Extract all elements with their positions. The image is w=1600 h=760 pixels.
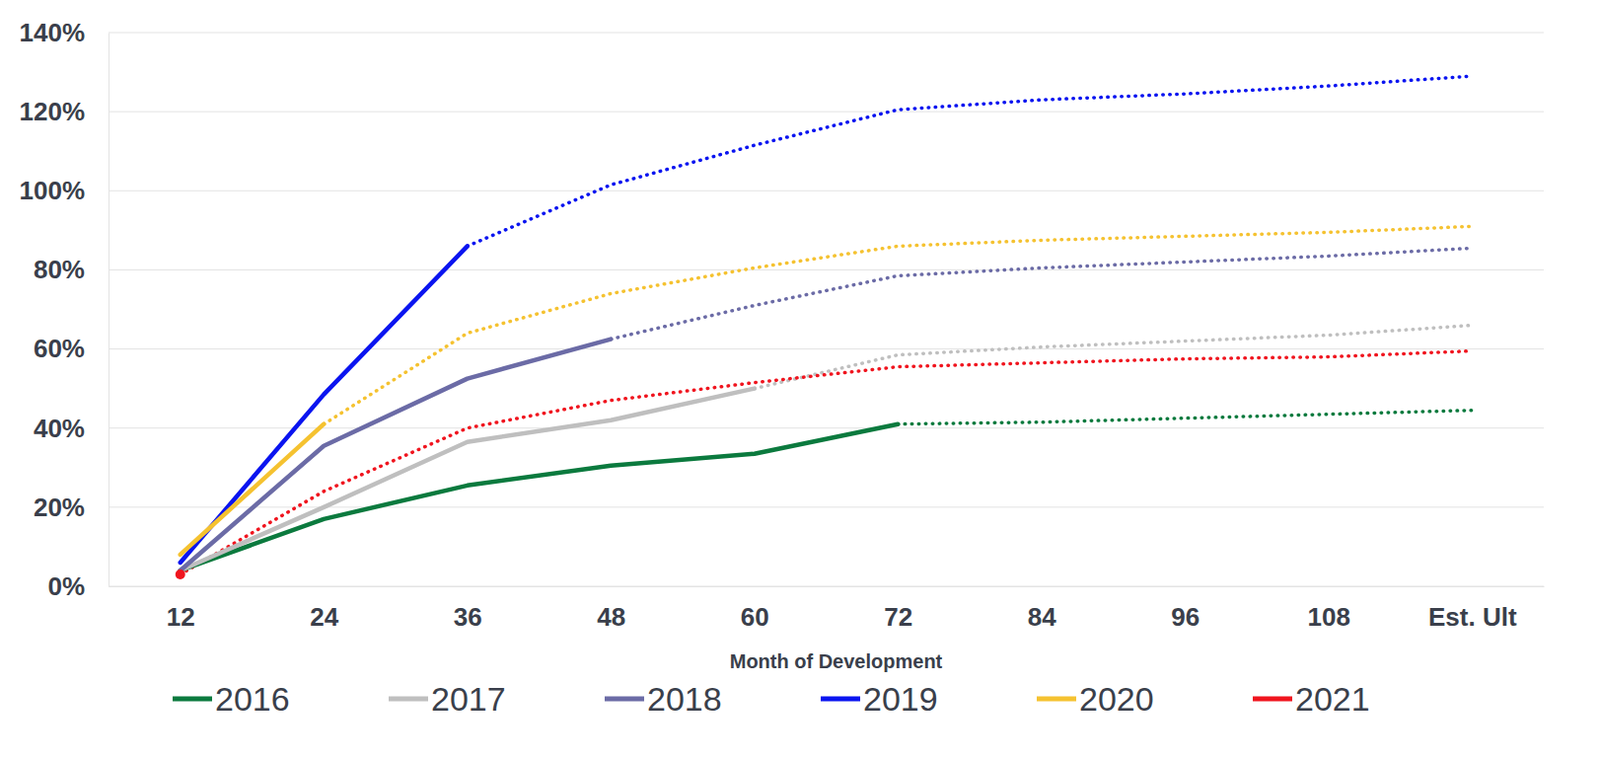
y-tick: 80%: [33, 254, 109, 285]
actual-line: [180, 424, 899, 571]
x-tick-label: 36: [453, 601, 483, 632]
grid-line: [108, 269, 1544, 271]
grid-line: [108, 32, 1544, 34]
y-tick-label: 120%: [19, 96, 86, 127]
projected-line: [180, 351, 1473, 575]
legend: 2016 2017 2018 2019 2020 2021: [172, 679, 1371, 718]
grid-line: [108, 585, 1544, 587]
legend-label: 2020: [1079, 679, 1155, 718]
x-tick: 48: [596, 585, 626, 632]
grid-line: [108, 111, 1544, 113]
x-tick: 60: [740, 585, 770, 632]
point: [175, 569, 186, 580]
legend-swatch: [1252, 696, 1293, 702]
x-tick: Est. Ult: [1428, 585, 1518, 632]
x-tick-label: 24: [309, 601, 339, 632]
x-tick-label: 48: [596, 601, 626, 632]
y-tick-label: 100%: [19, 175, 86, 206]
y-tick-label: 140%: [19, 17, 86, 48]
grid-line: [108, 427, 1544, 429]
grid: [108, 32, 1544, 586]
x-tick-label: 12: [166, 601, 196, 632]
legend-label: 2018: [647, 679, 723, 718]
projected-line: [323, 225, 1472, 424]
x-axis-line: [109, 585, 1545, 587]
x-tick: 84: [1027, 585, 1057, 632]
x-tick: 36: [453, 585, 483, 632]
legend-item: 2017: [388, 679, 507, 718]
x-tick: 108: [1308, 585, 1351, 632]
legend-item: 2018: [604, 679, 723, 718]
actual-line: [180, 245, 468, 563]
x-tick: 72: [883, 585, 913, 632]
x-axis: 12 24 36 48 60 72 84 96 108 Est. Ult: [109, 585, 1545, 632]
y-tick: 100%: [19, 175, 110, 206]
y-tick: 20%: [33, 492, 109, 522]
y-tick: 140%: [19, 17, 110, 48]
y-tick: 0%: [47, 571, 109, 601]
legend-item: 2020: [1036, 679, 1155, 718]
y-axis-line: [108, 33, 110, 587]
x-tick-label: 84: [1027, 601, 1057, 632]
projected-line: [754, 325, 1473, 389]
actual-line: [180, 388, 755, 571]
grid-line: [108, 348, 1544, 350]
x-tick-label: Est. Ult: [1428, 601, 1518, 632]
projected-line: [897, 410, 1472, 425]
x-tick-label: 72: [883, 601, 913, 632]
y-tick: 60%: [33, 333, 109, 364]
x-tick: 12: [166, 585, 196, 632]
legend-label: 2017: [431, 679, 507, 718]
legend-swatch: [388, 696, 429, 702]
legend-swatch: [820, 696, 861, 702]
grid-line: [108, 190, 1544, 192]
y-tick-label: 20%: [33, 492, 85, 522]
legend-item: 2019: [820, 679, 939, 718]
legend-label: 2021: [1295, 679, 1371, 718]
x-tick-label: 60: [740, 601, 770, 632]
actual-line: [180, 424, 325, 555]
legend-swatch: [1036, 696, 1077, 702]
x-axis-title: Month of Development: [729, 650, 944, 672]
y-axis: 0% 20% 40% 60% 80% 100% 120% 140%: [19, 17, 110, 601]
y-tick-label: 40%: [33, 413, 85, 443]
y-tick-label: 80%: [33, 254, 85, 285]
actual-line: [180, 339, 612, 571]
chart: 0% 20% 40% 60% 80% 100% 120% 140% 12 24 36 48 60 72 84…: [0, 0, 1600, 760]
plot-area: [175, 75, 1473, 580]
legend-label: 2019: [863, 679, 939, 718]
y-tick-label: 0%: [47, 571, 85, 601]
y-tick: 40%: [33, 413, 109, 443]
legend-item: 2021: [1252, 679, 1371, 718]
x-tick: 96: [1170, 585, 1200, 632]
x-tick-label: 96: [1170, 601, 1200, 632]
x-tick: 24: [309, 585, 339, 632]
projected-line: [467, 75, 1473, 246]
legend-label: 2016: [215, 679, 291, 718]
legend-swatch: [172, 696, 213, 702]
projected-line: [610, 247, 1472, 339]
legend-item: 2016: [172, 679, 291, 718]
x-tick-label: 108: [1308, 601, 1351, 632]
y-tick-label: 60%: [33, 333, 85, 364]
y-tick: 120%: [19, 96, 110, 127]
legend-swatch: [604, 696, 645, 702]
